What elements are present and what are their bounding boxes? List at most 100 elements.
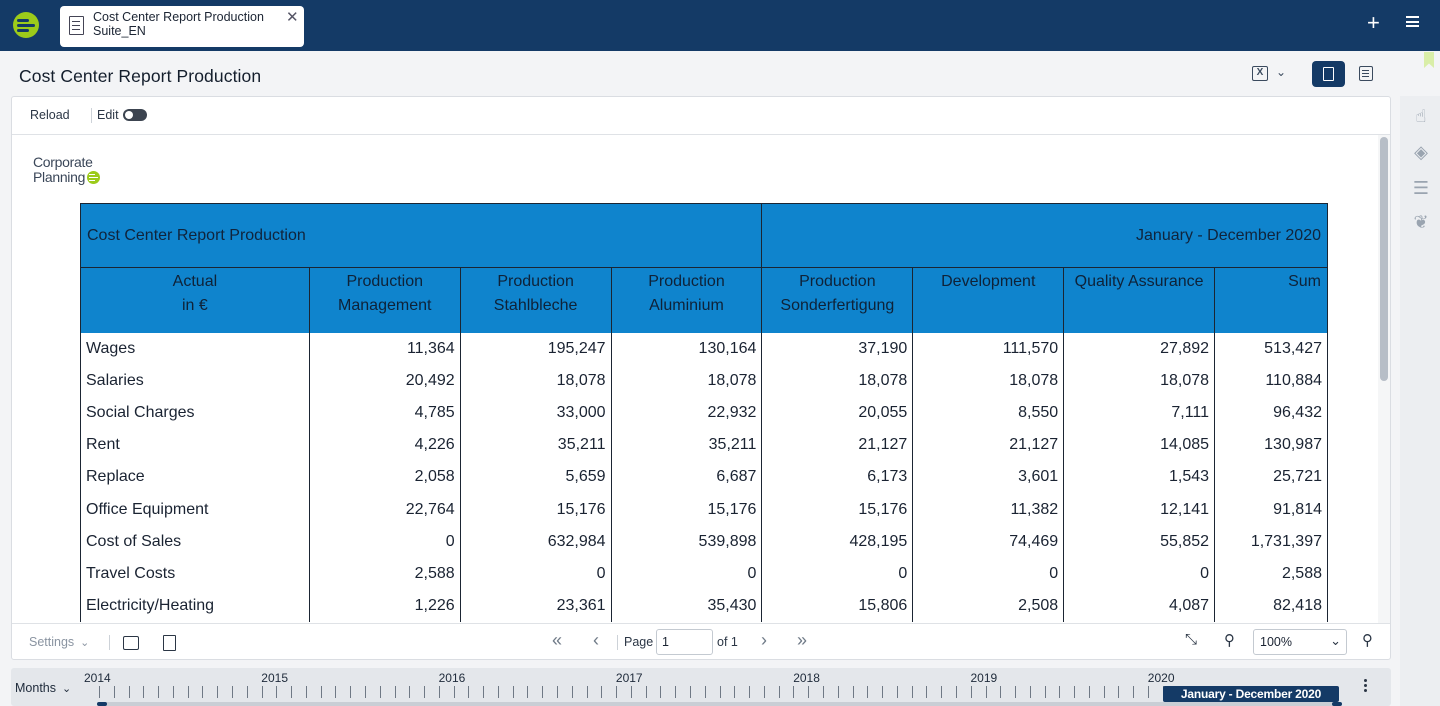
print-icon[interactable] bbox=[123, 636, 139, 650]
timeline-tick bbox=[808, 686, 810, 698]
table-cell: 18,078 bbox=[459, 364, 612, 397]
layers-icon[interactable]: ◈ bbox=[1414, 142, 1428, 162]
app-logo-icon[interactable] bbox=[13, 12, 39, 38]
timeline-tick bbox=[557, 686, 559, 698]
pdf-export-icon[interactable] bbox=[163, 635, 176, 651]
table-cell: 20,492 bbox=[308, 364, 461, 397]
table-cell: 25,721 bbox=[1214, 461, 1328, 494]
timeline-tick bbox=[793, 686, 795, 698]
timeline-year[interactable]: 2016 bbox=[438, 671, 466, 685]
granularity-dropdown[interactable]: Months ⌄ bbox=[15, 681, 72, 695]
table-cell: 111,570 bbox=[912, 332, 1065, 365]
previous-page-icon[interactable]: ‹ bbox=[593, 630, 599, 650]
list-icon[interactable]: ☰ bbox=[1412, 178, 1430, 198]
reload-button[interactable]: Reload bbox=[30, 108, 70, 122]
timeline-tick bbox=[896, 686, 898, 698]
timeline-tick bbox=[926, 686, 928, 698]
menu-icon[interactable] bbox=[1406, 16, 1419, 27]
tab-close-icon[interactable]: ✕ bbox=[286, 9, 299, 26]
row-label: Replace bbox=[80, 461, 310, 494]
selected-range[interactable]: January - December 2020 bbox=[1163, 686, 1339, 702]
table-cell: 6,173 bbox=[761, 461, 914, 494]
zoom-select[interactable]: 100% ⌄ bbox=[1253, 629, 1347, 655]
table-cell: 6,687 bbox=[610, 461, 763, 494]
tab-title: Cost Center Report Production Suite_EN bbox=[93, 10, 264, 38]
document-icon bbox=[1323, 67, 1334, 81]
table-cell: 20,055 bbox=[761, 396, 914, 430]
column-header: Development bbox=[912, 267, 1065, 333]
edit-label: Edit bbox=[97, 108, 119, 122]
timeline-end-handle[interactable] bbox=[1332, 702, 1342, 706]
table-cell: 3,601 bbox=[912, 461, 1065, 494]
row-label: Travel Costs bbox=[80, 557, 310, 590]
chevron-down-icon: ⌄ bbox=[80, 637, 90, 649]
table-cell: 82,418 bbox=[1214, 590, 1328, 623]
next-page-icon[interactable]: › bbox=[761, 630, 767, 650]
excel-export-button[interactable]: X ⌄ bbox=[1252, 64, 1292, 84]
timeline-tick bbox=[438, 686, 440, 698]
add-tab-button[interactable]: + bbox=[1367, 10, 1380, 35]
table-cell: 15,176 bbox=[459, 493, 612, 526]
first-page-icon[interactable]: « bbox=[552, 630, 563, 650]
document-tab[interactable]: Cost Center Report Production Suite_EN ✕ bbox=[60, 6, 304, 47]
timeline-tick bbox=[837, 686, 839, 698]
timeline-tick bbox=[955, 686, 957, 698]
timeline-tick bbox=[1118, 686, 1120, 698]
table-cell: 37,190 bbox=[761, 332, 914, 365]
timeline-tick bbox=[99, 686, 100, 698]
timeline-tick bbox=[1103, 686, 1105, 698]
column-header: Actual in € bbox=[80, 267, 310, 333]
timeline-tick bbox=[202, 686, 204, 698]
timeline-year[interactable]: 2017 bbox=[615, 671, 643, 685]
table-cell: 15,176 bbox=[761, 493, 914, 526]
timeline-bar: Months ⌄ January - December 2020 2014 2015… bbox=[11, 668, 1391, 706]
timeline-year[interactable]: 2015 bbox=[261, 671, 288, 685]
timeline-tick bbox=[704, 686, 706, 698]
row-label: Social Charges bbox=[80, 396, 310, 430]
timeline-tick bbox=[911, 686, 913, 698]
hand-pointer-icon[interactable]: ☝ bbox=[1415, 106, 1427, 126]
timeline-year[interactable]: 2020 bbox=[1147, 671, 1175, 685]
timeline-tick bbox=[1044, 686, 1046, 698]
column-header: Sum bbox=[1214, 267, 1328, 333]
table-cell: 35,430 bbox=[610, 590, 763, 623]
timeline-tick bbox=[941, 686, 943, 698]
timeline-tick bbox=[158, 686, 160, 698]
table-row: Social Charges 4,785 33,000 22,932 20,055 8,5… bbox=[80, 396, 1328, 430]
column-header: Production Sonderfertigung bbox=[761, 267, 914, 333]
bookmark-icon[interactable] bbox=[1424, 52, 1434, 68]
zoom-out-icon[interactable]: ⚲ bbox=[1224, 632, 1235, 649]
column-header: Production Stahlbleche bbox=[459, 267, 612, 333]
timeline-tick bbox=[1059, 686, 1061, 698]
timeline-track[interactable] bbox=[99, 702, 1339, 706]
timeline-year[interactable]: 2019 bbox=[970, 671, 998, 685]
report-title: Cost Center Report Production bbox=[79, 203, 763, 268]
last-page-icon[interactable]: » bbox=[797, 630, 808, 650]
row-label: Office Equipment bbox=[80, 493, 310, 526]
timeline-tick bbox=[1000, 686, 1002, 698]
row-label: Wages bbox=[80, 332, 310, 365]
zoom-in-icon[interactable]: ⚲ bbox=[1362, 632, 1373, 649]
bottom-divider bbox=[109, 635, 110, 650]
table-cell: 4,226 bbox=[308, 429, 461, 462]
timeline-year[interactable]: 2018 bbox=[793, 671, 820, 685]
timeline-tick bbox=[172, 686, 174, 698]
document-view-button[interactable] bbox=[1312, 61, 1345, 87]
page-number-input[interactable] bbox=[656, 629, 713, 655]
table-view-button[interactable] bbox=[1359, 66, 1373, 81]
fit-page-icon[interactable]: ⤡ bbox=[1185, 631, 1198, 648]
timeline-ticks[interactable] bbox=[99, 686, 1339, 698]
timeline-year[interactable]: 2014 bbox=[84, 671, 111, 685]
timeline-start-handle[interactable] bbox=[97, 702, 107, 706]
timeline-tick bbox=[320, 686, 322, 698]
scrollbar-thumb[interactable] bbox=[1380, 137, 1388, 381]
more-options-icon[interactable] bbox=[1364, 679, 1368, 693]
table-cell: 130,164 bbox=[610, 332, 763, 365]
table-cell: 8,550 bbox=[912, 396, 1065, 430]
page-count-label: of 1 bbox=[717, 635, 738, 649]
settings-dropdown[interactable]: Settings ⌄ bbox=[29, 635, 90, 649]
timeline-tick bbox=[512, 686, 514, 698]
edit-toggle[interactable] bbox=[123, 109, 147, 121]
leaf-icon[interactable]: ❦ bbox=[1413, 212, 1429, 232]
table-cell: 4,785 bbox=[308, 396, 461, 430]
